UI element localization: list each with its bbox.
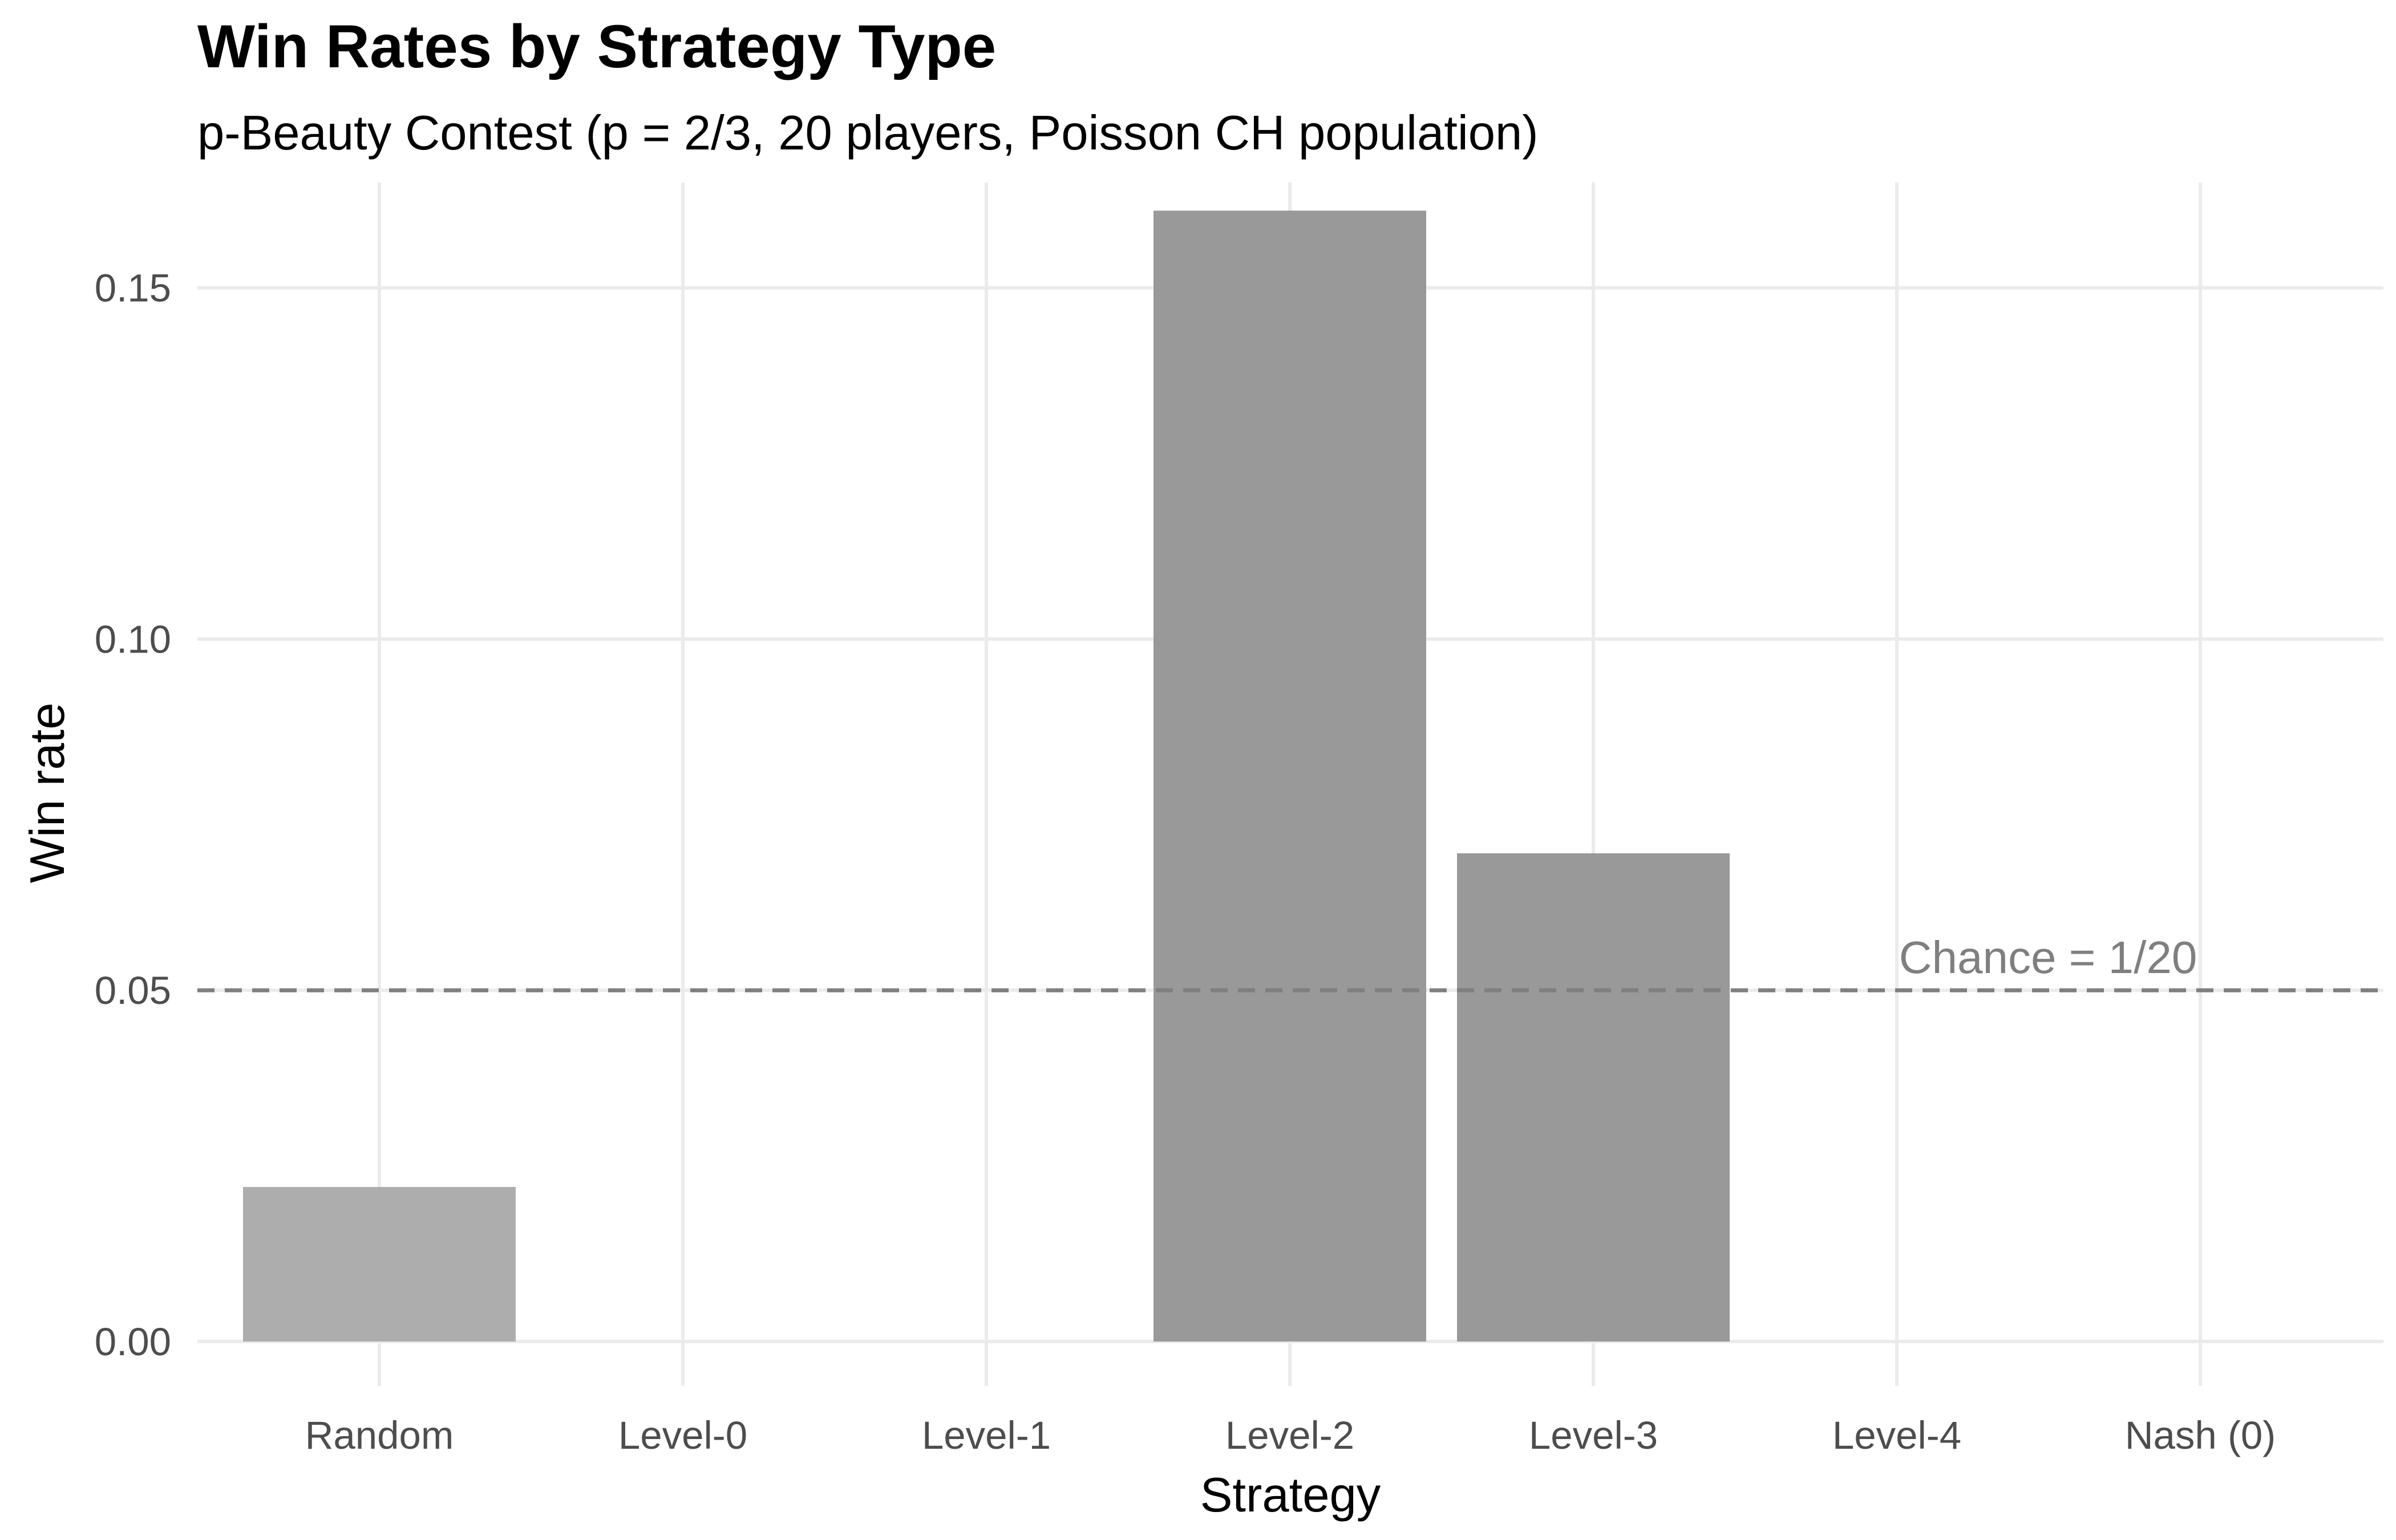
bars-layer	[243, 210, 1730, 1342]
reference-line-layer: Chance = 1/20	[197, 932, 2383, 992]
x-tick-label: Level-0	[618, 1413, 747, 1457]
x-tick-label: Level-2	[1225, 1413, 1354, 1457]
y-tick-labels: 0.00 0.05 0.10 0.15	[95, 266, 171, 1364]
x-tick-labels: Random Level-0 Level-1 Level-2 Level-3 Level-…	[305, 1413, 2276, 1457]
x-tick-label: Level-1	[922, 1413, 1051, 1457]
chart-title: Win Rates by Strategy Type	[197, 12, 996, 80]
bar-level-2	[1154, 210, 1426, 1342]
chart-subtitle: p-Beauty Contest (p = 2/3, 20 players, P…	[197, 106, 1539, 160]
y-tick-label: 0.15	[95, 266, 171, 310]
chance-reference-label: Chance = 1/20	[1899, 932, 2197, 983]
x-tick-label: Random	[305, 1413, 454, 1457]
y-tick-label: 0.10	[95, 617, 171, 661]
bar-level-3	[1457, 853, 1730, 1342]
y-tick-label: 0.05	[95, 968, 171, 1012]
x-axis-title: Strategy	[1200, 1468, 1381, 1522]
x-tick-label: Level-4	[1832, 1413, 1961, 1457]
y-axis-title: Win rate	[21, 703, 75, 883]
bar-random	[243, 1187, 516, 1342]
x-tick-label: Level-3	[1529, 1413, 1658, 1457]
x-tick-label: Nash (0)	[2125, 1413, 2276, 1457]
y-tick-label: 0.00	[95, 1320, 171, 1364]
